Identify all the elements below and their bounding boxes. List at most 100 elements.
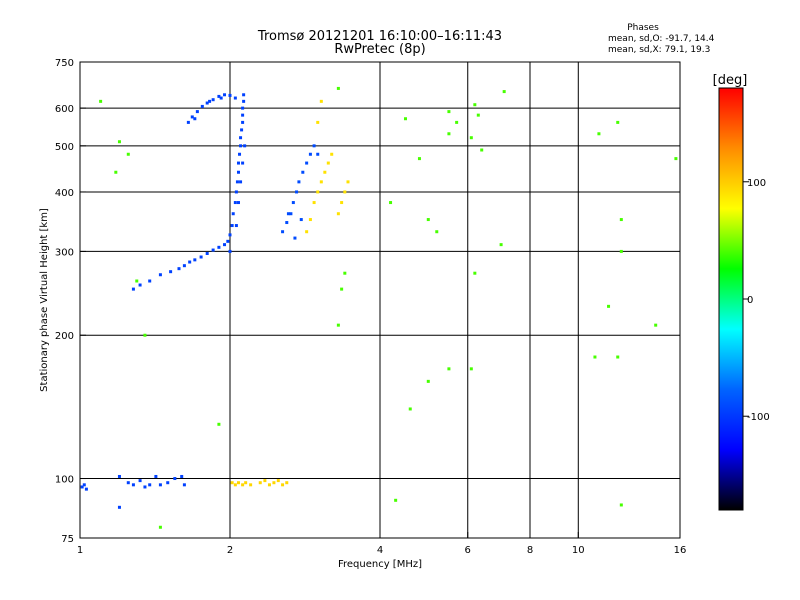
data-point: [346, 180, 350, 184]
x-tick-label: 16: [674, 545, 687, 556]
colorbar-label: [deg]: [713, 73, 748, 88]
colorbar-ticks: 100 0 -100: [743, 178, 770, 423]
data-point: [211, 98, 215, 102]
data-point: [190, 115, 194, 119]
data-point: [239, 136, 243, 140]
data-point: [205, 101, 209, 105]
data-point: [219, 96, 223, 100]
data-point: [249, 483, 253, 487]
data-point: [235, 180, 239, 184]
data-point: [82, 483, 86, 487]
data-point: [403, 117, 407, 121]
x-tick-label: 10: [572, 545, 585, 556]
data-point: [499, 243, 503, 247]
data-point: [241, 120, 245, 124]
data-point: [243, 144, 247, 148]
x-tick-label: 8: [527, 545, 533, 556]
data-point: [607, 304, 611, 308]
data-point: [226, 239, 230, 243]
data-point: [135, 279, 139, 283]
data-point: [281, 230, 285, 234]
data-point: [281, 483, 285, 487]
data-point: [312, 144, 316, 148]
y-tick-label: 200: [55, 331, 74, 342]
stats-heading: Phases: [627, 23, 659, 33]
data-point: [180, 474, 184, 478]
data-point: [200, 104, 204, 108]
data-point: [84, 487, 88, 491]
data-point: [143, 333, 147, 337]
data-point: [169, 270, 173, 274]
data-point: [217, 94, 221, 98]
data-point: [223, 93, 227, 97]
data-point: [208, 99, 212, 103]
data-point: [240, 128, 244, 132]
data-points: [80, 86, 678, 529]
data-point: [126, 152, 130, 156]
data-point: [305, 161, 309, 165]
plot-gridlines: [80, 62, 680, 538]
x-axis-ticks: 1 2 4 6 8 10 16: [77, 532, 687, 556]
y-tick-label: 500: [55, 142, 74, 153]
y-tick-label: 600: [55, 104, 74, 115]
y-tick-label: 100: [55, 475, 74, 486]
data-point: [316, 190, 320, 194]
data-point: [447, 110, 451, 114]
data-point: [616, 355, 620, 359]
y-tick-label: 400: [55, 188, 74, 199]
data-point: [323, 170, 327, 174]
data-point: [619, 503, 623, 507]
x-tick-label: 4: [377, 545, 383, 556]
data-point: [131, 483, 135, 487]
data-point: [233, 201, 237, 205]
data-point: [233, 96, 237, 100]
data-point: [158, 483, 162, 487]
data-point: [154, 474, 158, 478]
stats-line-x: mean, sd,X: 79.1, 19.3: [608, 45, 710, 55]
data-point: [148, 279, 152, 283]
data-point: [619, 249, 623, 253]
data-point: [138, 283, 142, 287]
data-point: [234, 224, 238, 228]
data-point: [343, 271, 347, 275]
data-point: [186, 120, 190, 124]
data-point: [239, 144, 243, 148]
y-tick-label: 750: [55, 58, 74, 69]
y-tick-label: 75: [61, 534, 74, 545]
data-point: [295, 190, 299, 194]
data-point: [231, 212, 235, 216]
data-point: [223, 243, 227, 247]
data-point: [195, 110, 199, 114]
stats-line-o: mean, sd,O: -91.7, 14.4: [608, 34, 715, 44]
data-point: [473, 103, 477, 107]
data-point: [408, 407, 412, 411]
data-point: [138, 479, 142, 483]
data-point: [238, 152, 242, 156]
data-point: [117, 140, 121, 144]
data-point: [389, 201, 393, 205]
data-point: [258, 481, 262, 485]
data-point: [619, 218, 623, 222]
data-point: [233, 483, 237, 487]
data-point: [343, 190, 347, 194]
y-tick-label: 300: [55, 247, 74, 258]
data-point: [593, 355, 597, 359]
data-point: [276, 479, 280, 483]
data-point: [131, 287, 135, 291]
data-point: [340, 287, 344, 291]
data-point: [193, 258, 197, 262]
data-point: [597, 132, 601, 136]
data-point: [291, 201, 295, 205]
data-point: [336, 212, 340, 216]
colorbar: [718, 87, 744, 511]
data-point: [616, 120, 620, 124]
data-point: [308, 152, 312, 156]
data-point: [285, 481, 289, 485]
data-point: [148, 483, 152, 487]
data-point: [188, 260, 192, 264]
data-point: [241, 113, 245, 117]
data-point: [326, 161, 330, 165]
data-point: [236, 481, 240, 485]
data-point: [654, 323, 658, 327]
